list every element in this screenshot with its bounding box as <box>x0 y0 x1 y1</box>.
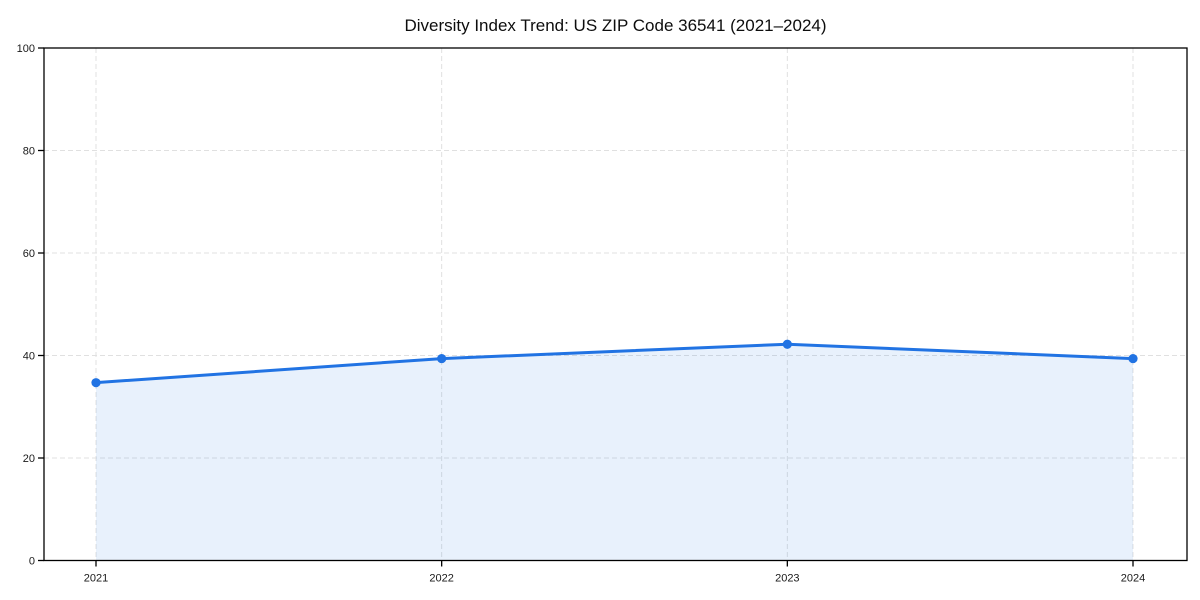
data-point-marker <box>782 339 792 349</box>
ticks-layer: 0 20 40 60 80 100 2021 2022 2023 2024 <box>17 43 1146 585</box>
area-fill <box>96 344 1133 561</box>
y-tick-label: 80 <box>23 146 35 158</box>
data-point-marker <box>1128 353 1138 364</box>
y-tick-label: 0 <box>29 556 35 568</box>
trend-line <box>94 342 1135 385</box>
series-layer <box>91 339 1138 561</box>
data-point-marker <box>91 378 101 388</box>
x-tick-label: 2021 <box>84 573 108 585</box>
chart-title: Diversity Index Trend: US ZIP Code 36541… <box>404 16 826 35</box>
y-tick-label: 100 <box>17 43 35 55</box>
data-point-marker <box>437 353 447 364</box>
x-tick-label: 2023 <box>775 573 799 585</box>
x-tick-label: 2022 <box>429 573 453 585</box>
y-tick-label: 60 <box>23 248 35 260</box>
y-tick-label: 40 <box>23 351 35 363</box>
x-tick-label: 2024 <box>1121 573 1145 585</box>
grid-layer <box>44 48 1187 561</box>
y-tick-label: 20 <box>23 453 35 465</box>
plot-frame <box>43 47 1188 562</box>
plot-box <box>43 47 1188 562</box>
